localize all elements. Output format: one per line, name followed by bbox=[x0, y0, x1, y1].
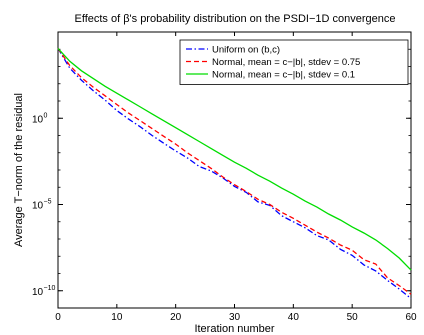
legend: Uniform on (b,c)Normal, mean = c−|b|, st… bbox=[179, 39, 409, 85]
x-tick-label: 60 bbox=[405, 312, 417, 323]
y-tick-exponent: −5 bbox=[44, 199, 52, 206]
series-line-3 bbox=[57, 47, 412, 271]
y-axis-title: Average T−norm of the residual bbox=[13, 93, 25, 247]
x-axis-title: Iteration number bbox=[194, 323, 274, 335]
x-tick-label: 0 bbox=[55, 312, 61, 323]
series-line-2 bbox=[57, 48, 412, 295]
y-tick-label: 10 −5 bbox=[32, 199, 52, 212]
chart-title: Effects of β's probability distribution … bbox=[75, 13, 396, 25]
series-lines bbox=[57, 47, 412, 300]
y-tick-label: 10 −10 bbox=[32, 285, 55, 298]
legend-box bbox=[179, 39, 409, 85]
series-line-1 bbox=[57, 48, 412, 300]
y-tick-base: 10 bbox=[32, 114, 44, 125]
y-tick-label: 10 0 bbox=[32, 112, 48, 125]
legend-label-3: Normal, mean = c−|b|, stdev = 0.1 bbox=[212, 70, 355, 81]
y-tick-exponent: −10 bbox=[44, 285, 56, 292]
legend-label-1: Uniform on (b,c) bbox=[212, 45, 280, 56]
y-tick-exponent: 0 bbox=[44, 112, 48, 119]
x-tick-label: 10 bbox=[111, 312, 123, 323]
legend-label-2: Normal, mean = c−|b|, stdev = 0.75 bbox=[212, 57, 360, 68]
y-tick-base: 10 bbox=[32, 287, 44, 298]
x-tick-label: 30 bbox=[229, 312, 241, 323]
y-tick-base: 10 bbox=[32, 201, 44, 212]
x-tick-label: 50 bbox=[347, 312, 359, 323]
x-tick-label: 20 bbox=[170, 312, 182, 323]
x-tick-label: 40 bbox=[288, 312, 300, 323]
